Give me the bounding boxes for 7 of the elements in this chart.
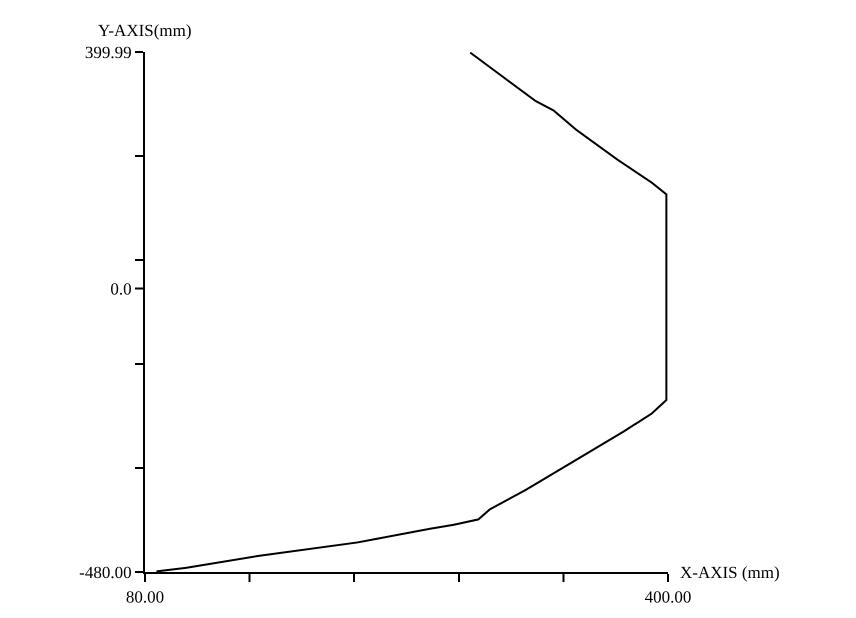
x-tick-label: 400.00	[644, 587, 692, 606]
x-tick-label: 80.00	[126, 587, 164, 606]
y-tick-label: -480.00	[79, 562, 132, 582]
y-tick-label: 0.0	[110, 279, 132, 298]
x-axis-title: X-AXIS (mm)	[680, 563, 780, 582]
y-axis-title: Y-AXIS(mm)	[98, 21, 192, 40]
y-tick-label: 399.99	[84, 42, 132, 62]
